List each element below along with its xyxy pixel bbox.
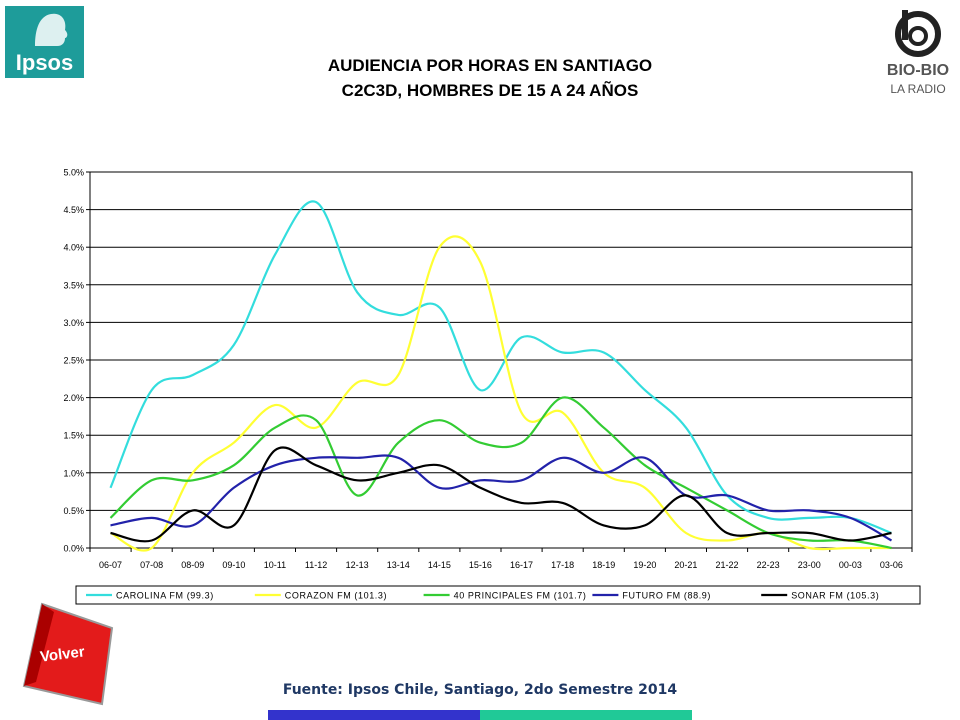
ipsos-logo: Ipsos: [5, 6, 84, 78]
legend-box: [75, 585, 921, 605]
x-tick-label: 17-18: [551, 560, 574, 570]
legend-label-4: FUTURO FM (88.9): [622, 591, 711, 601]
series-line-5: [110, 446, 892, 543]
x-tick-label: 07-08: [140, 560, 163, 570]
y-tick-label: 2.5%: [63, 356, 84, 366]
x-tick-label: 16-17: [510, 560, 533, 570]
series-line-3: [109, 396, 892, 550]
x-tick-label: 13-14: [387, 560, 410, 570]
x-tick-label: 14-15: [428, 560, 451, 570]
legend-label-5: SONAR FM (105.3): [791, 591, 879, 601]
y-tick-label: 4.0%: [63, 243, 84, 253]
volver-button[interactable]: [22, 602, 118, 706]
x-tick-label: 21-22: [716, 560, 739, 570]
y-tick-label: 0.0%: [63, 544, 84, 554]
x-tick-label: 19-20: [633, 560, 656, 570]
x-tick-label: 23-00: [798, 560, 821, 570]
footer-bar-green: [480, 710, 692, 720]
y-tick-label: 1.5%: [63, 431, 84, 441]
x-tick-label: 15-16: [469, 560, 492, 570]
legend-label-1: CAROLINA FM (99.3): [116, 591, 214, 601]
y-tick-label: 0.5%: [63, 506, 84, 516]
ipsos-head-icon: [35, 13, 68, 46]
series-line-4: [110, 454, 893, 542]
series-line-1: [109, 200, 892, 535]
footer-bar-blue: [268, 710, 480, 720]
y-tick-label: 3.0%: [63, 318, 84, 328]
x-tick-label: 00-03: [839, 560, 862, 570]
ipsos-logo-text: Ipsos: [15, 50, 74, 75]
x-tick-label: 22-23: [757, 560, 780, 570]
y-tick-label: 2.0%: [63, 393, 84, 403]
source-note: Fuente: Ipsos Chile, Santiago, 2do Semes…: [282, 682, 678, 698]
x-tick-label: 08-09: [181, 560, 204, 570]
biobio-logo-text: BIO-BIO: [886, 62, 950, 79]
biobio-emblem-icon: [895, 10, 941, 57]
y-tick-label: 5.0%: [63, 168, 84, 178]
x-tick-label: 10-11: [264, 560, 286, 570]
x-tick-label: 09-10: [222, 560, 245, 570]
y-tick-label: 3.5%: [63, 280, 84, 290]
y-tick-label: 4.5%: [63, 205, 84, 215]
x-tick-label: 03-06: [880, 560, 903, 570]
y-tick-label: 1.0%: [63, 468, 84, 478]
x-tick-label: 12-13: [346, 560, 369, 570]
chart-subtitle: C2C3D, HOMBRES DE 15 A 24 AÑOS: [341, 81, 639, 100]
legend-label-2: CORAZON FM (101.3): [285, 591, 387, 601]
x-tick-label: 20-21: [674, 560, 697, 570]
biobio-logo-subtext: LA RADIO: [890, 82, 946, 96]
x-tick-label: 06-07: [99, 560, 122, 570]
biobio-logo: BIO-BIO LA RADIO: [880, 8, 956, 104]
x-tick-label: 18-19: [592, 560, 615, 570]
x-tick-label: 11-12: [305, 560, 327, 570]
legend-label-3: 40 PRINCIPALES FM (101.7): [454, 591, 587, 601]
chart-title: AUDIENCIA POR HORAS EN SANTIAGO: [327, 56, 653, 75]
